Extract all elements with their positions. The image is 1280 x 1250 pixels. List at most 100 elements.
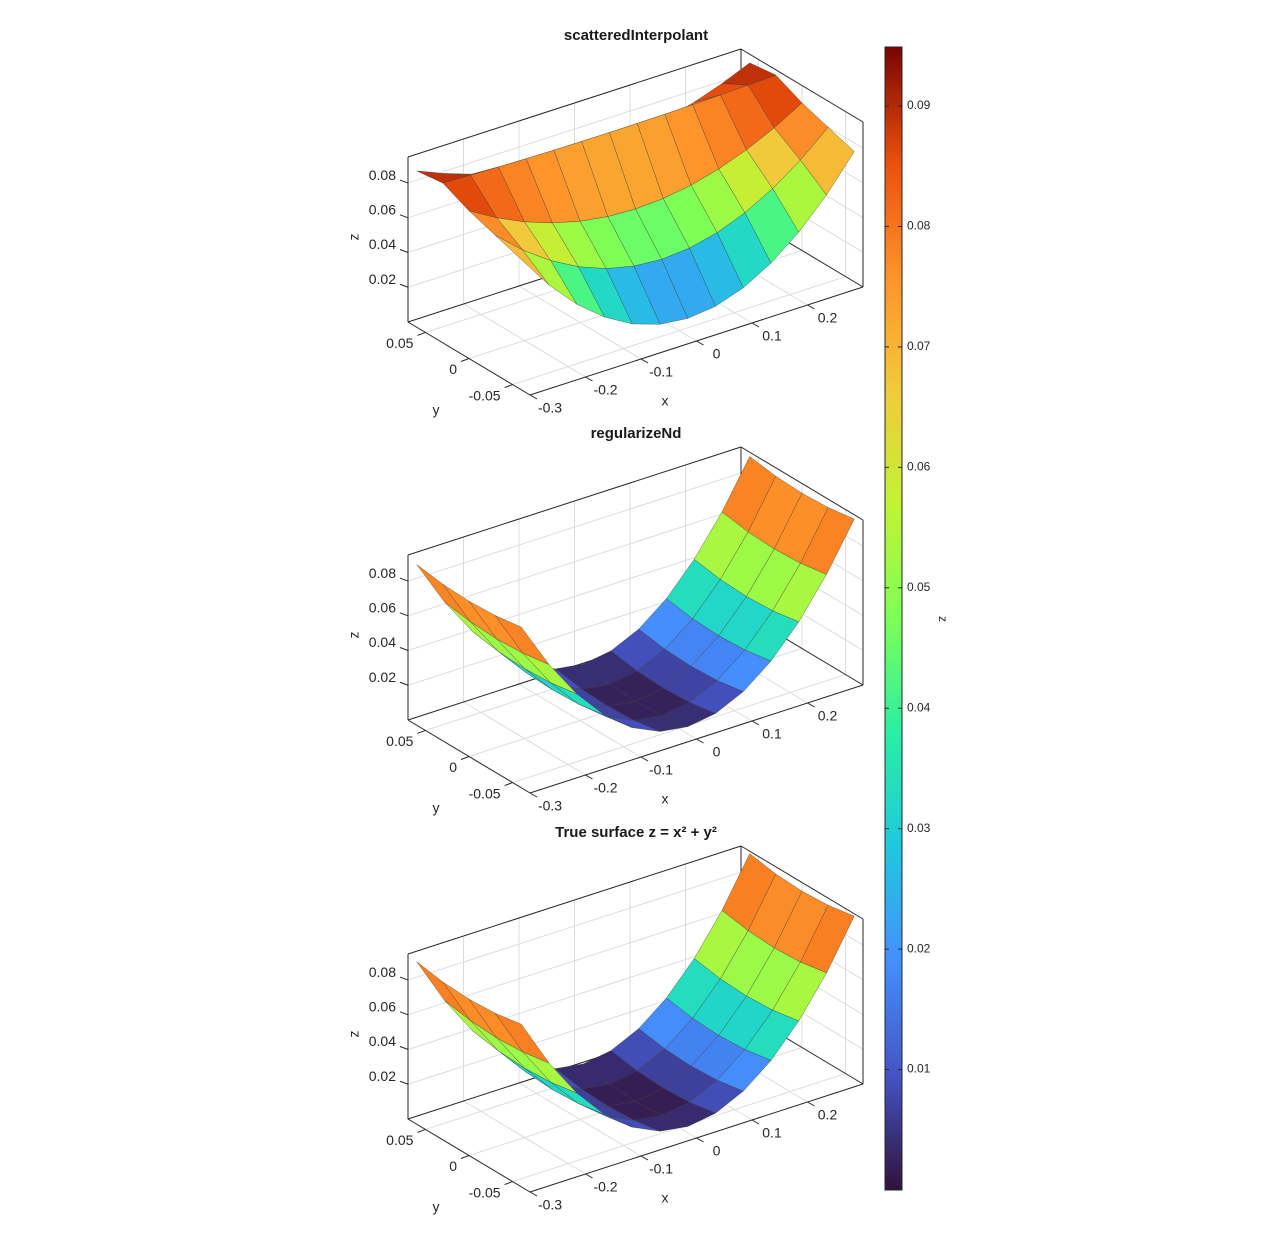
tick-mark	[460, 358, 470, 362]
y-tick-label: 0.05	[386, 1132, 413, 1148]
colorbar-tick-label: 0.04	[907, 700, 931, 714]
x-axis-label: x	[662, 791, 669, 807]
subplot-title: regularizeNd	[591, 425, 682, 442]
grid-line	[512, 276, 846, 386]
y-tick-label: -0.05	[469, 1184, 501, 1200]
tick-mark	[751, 1119, 760, 1125]
x-tick-label: 0.1	[762, 328, 782, 344]
tick-mark	[399, 179, 409, 184]
tick-mark	[640, 756, 649, 762]
z-tick-label: 0.08	[369, 964, 396, 980]
tick-mark	[585, 1173, 593, 1179]
x-tick-label: 0	[713, 346, 721, 362]
colorbar-tick-label: 0.08	[907, 219, 931, 233]
tick-mark	[807, 702, 815, 708]
tick-mark	[399, 1011, 409, 1016]
z-axis-label: z	[346, 1031, 362, 1038]
x-tick-label: -0.3	[538, 798, 562, 814]
x-tick-label: 0	[713, 1143, 721, 1159]
z-tick-label: 0.06	[369, 201, 396, 217]
colorbar	[884, 46, 903, 1191]
x-axis-label: x	[662, 393, 669, 409]
x-tick-label: -0.1	[649, 762, 673, 778]
tick-mark	[460, 756, 470, 760]
surface-face	[416, 564, 471, 623]
y-tick-label: 0.05	[386, 335, 413, 351]
x-tick-label: 0.2	[818, 1107, 838, 1123]
tick-mark	[529, 792, 538, 798]
tick-mark	[529, 1191, 538, 1197]
tick-mark	[399, 681, 409, 686]
y-tick-label: 0	[449, 759, 457, 775]
x-tick-label: 0	[713, 744, 721, 760]
subplot-title: scatteredInterpolant	[564, 27, 708, 44]
colorbar-tick-label: 0.01	[907, 1062, 931, 1076]
x-axis-label: x	[662, 1190, 669, 1206]
z-axis-label: z	[346, 234, 362, 241]
grid-line	[407, 472, 742, 582]
tick-mark	[399, 976, 409, 981]
colorbar-tick-label: 0.05	[907, 580, 931, 594]
z-tick-label: 0.04	[369, 1033, 396, 1049]
grid-line	[407, 542, 742, 652]
colorbar-tick-label: 0.07	[907, 339, 931, 353]
y-tick-label: 0	[449, 361, 457, 377]
tick-mark	[696, 738, 704, 744]
tick-mark	[399, 612, 409, 617]
z-tick-label: 0.08	[369, 167, 396, 183]
tick-mark	[399, 577, 409, 582]
tick-mark	[585, 376, 593, 382]
x-tick-label: 0.1	[762, 1125, 782, 1141]
tick-mark	[417, 1128, 426, 1133]
axis-edge	[740, 845, 864, 920]
tick-mark	[751, 720, 760, 726]
surface-face	[416, 961, 471, 1021]
surface-face	[494, 1012, 550, 1064]
x-tick-label: -0.1	[649, 364, 673, 380]
z-tick-label: 0.02	[369, 271, 396, 287]
z-tick-label: 0.02	[369, 669, 396, 685]
grid-line	[512, 674, 846, 784]
subplot-title: True surface z = x² + y²	[555, 824, 717, 841]
axis-edge	[740, 48, 864, 123]
z-tick-label: 0.06	[369, 998, 396, 1014]
tick-mark	[417, 331, 426, 336]
x-tick-label: -0.3	[538, 1197, 562, 1213]
x-tick-label: 0.1	[762, 726, 782, 742]
y-axis-label: y	[433, 402, 440, 418]
grid-line	[407, 74, 742, 184]
tick-mark	[696, 340, 704, 346]
tick-mark	[640, 358, 649, 364]
tick-mark	[417, 729, 426, 734]
z-tick-label: 0.08	[369, 565, 396, 581]
z-axis-label: z	[346, 632, 362, 639]
z-tick-label: 0.04	[369, 236, 396, 252]
x-tick-label: -0.2	[593, 1179, 617, 1195]
tick-mark	[399, 283, 409, 288]
surface-face	[494, 234, 550, 286]
tick-mark	[399, 249, 409, 253]
tick-mark	[460, 1155, 470, 1159]
x-tick-label: -0.1	[649, 1161, 673, 1177]
tick-mark	[585, 774, 593, 780]
colorbar-tick-label: 0.06	[907, 460, 931, 474]
y-tick-label: 0.05	[386, 733, 413, 749]
tick-mark	[751, 322, 760, 328]
tick-mark	[807, 304, 815, 310]
axis-edge	[407, 48, 742, 158]
axis-edge	[407, 446, 742, 556]
colorbar-tick-label: 0.03	[907, 821, 931, 835]
x-tick-label: -0.3	[538, 400, 562, 416]
tick-mark	[807, 1101, 815, 1107]
axis-edge	[740, 446, 864, 521]
tick-mark	[399, 1046, 409, 1050]
y-tick-label: -0.05	[469, 785, 501, 801]
colorbar-tick-label: 0.09	[907, 98, 931, 112]
tick-mark	[399, 1080, 409, 1085]
tick-mark	[399, 647, 409, 651]
grid-line	[407, 941, 742, 1051]
tick-mark	[696, 1137, 704, 1143]
z-tick-label: 0.02	[369, 1068, 396, 1084]
x-tick-label: -0.2	[593, 382, 617, 398]
